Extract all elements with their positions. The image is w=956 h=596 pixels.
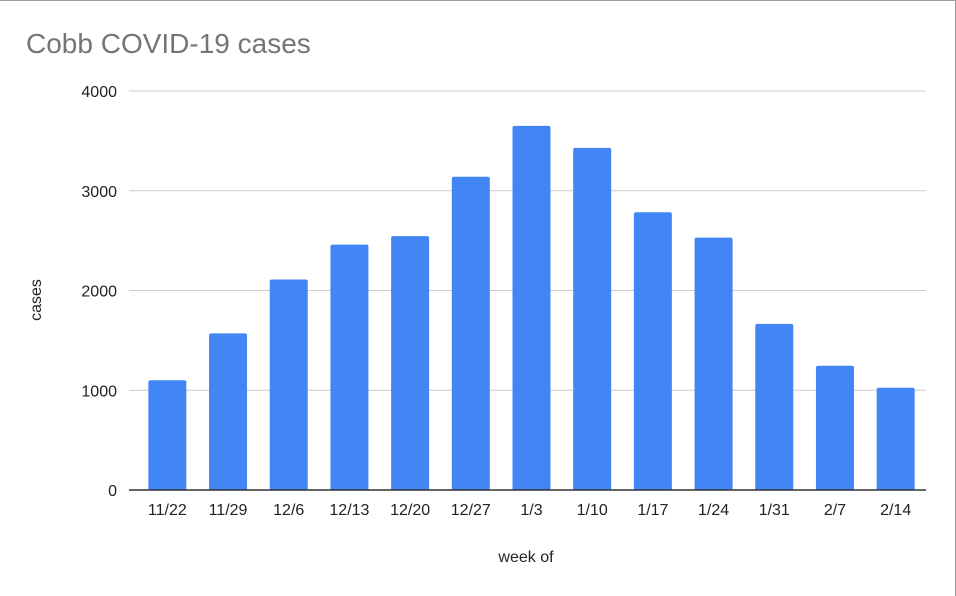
x-tick-label: 1/3 [520,502,542,519]
bar [209,333,248,490]
x-tick-label: 12/13 [329,502,369,519]
x-tick-label: 1/17 [637,502,668,519]
bars [148,125,915,491]
bar [694,237,733,490]
bar [876,387,915,490]
x-tick-label: 2/7 [824,502,846,519]
y-tick-label: 3000 [81,184,117,201]
x-tick-label: 11/22 [148,502,187,519]
x-tick-label: 1/24 [698,502,729,519]
x-tick-label: 12/27 [451,502,491,519]
bar [330,244,369,490]
y-tick-labels: 0 1000 2000 3000 4000 [81,84,117,500]
x-tick-label: 1/10 [577,502,608,519]
x-tick-label: 1/31 [759,502,790,519]
y-axis-title: cases [28,279,45,321]
bar [148,380,187,490]
bar [512,125,551,490]
chart-title: Cobb COVID-19 cases [26,28,311,59]
y-tick-label: 1000 [81,383,117,400]
y-tick-label: 0 [108,483,117,500]
bar [755,323,794,490]
x-tick-label: 11/29 [209,502,248,519]
x-tick-label: 12/6 [273,502,304,519]
x-axis-title: week of [497,549,554,566]
x-tick-labels: 11/22 11/29 12/6 12/13 12/20 12/27 1/3 1/10 1/17… [148,502,911,519]
bar [815,365,854,490]
x-tick-label: 2/14 [880,502,911,519]
bar [633,212,672,491]
y-tick-label: 4000 [81,84,117,101]
x-tick-label: 12/20 [390,502,430,519]
bar [391,236,430,490]
y-tick-label: 2000 [81,284,117,301]
bar [451,176,490,490]
bar [573,147,612,491]
bar [269,279,308,490]
